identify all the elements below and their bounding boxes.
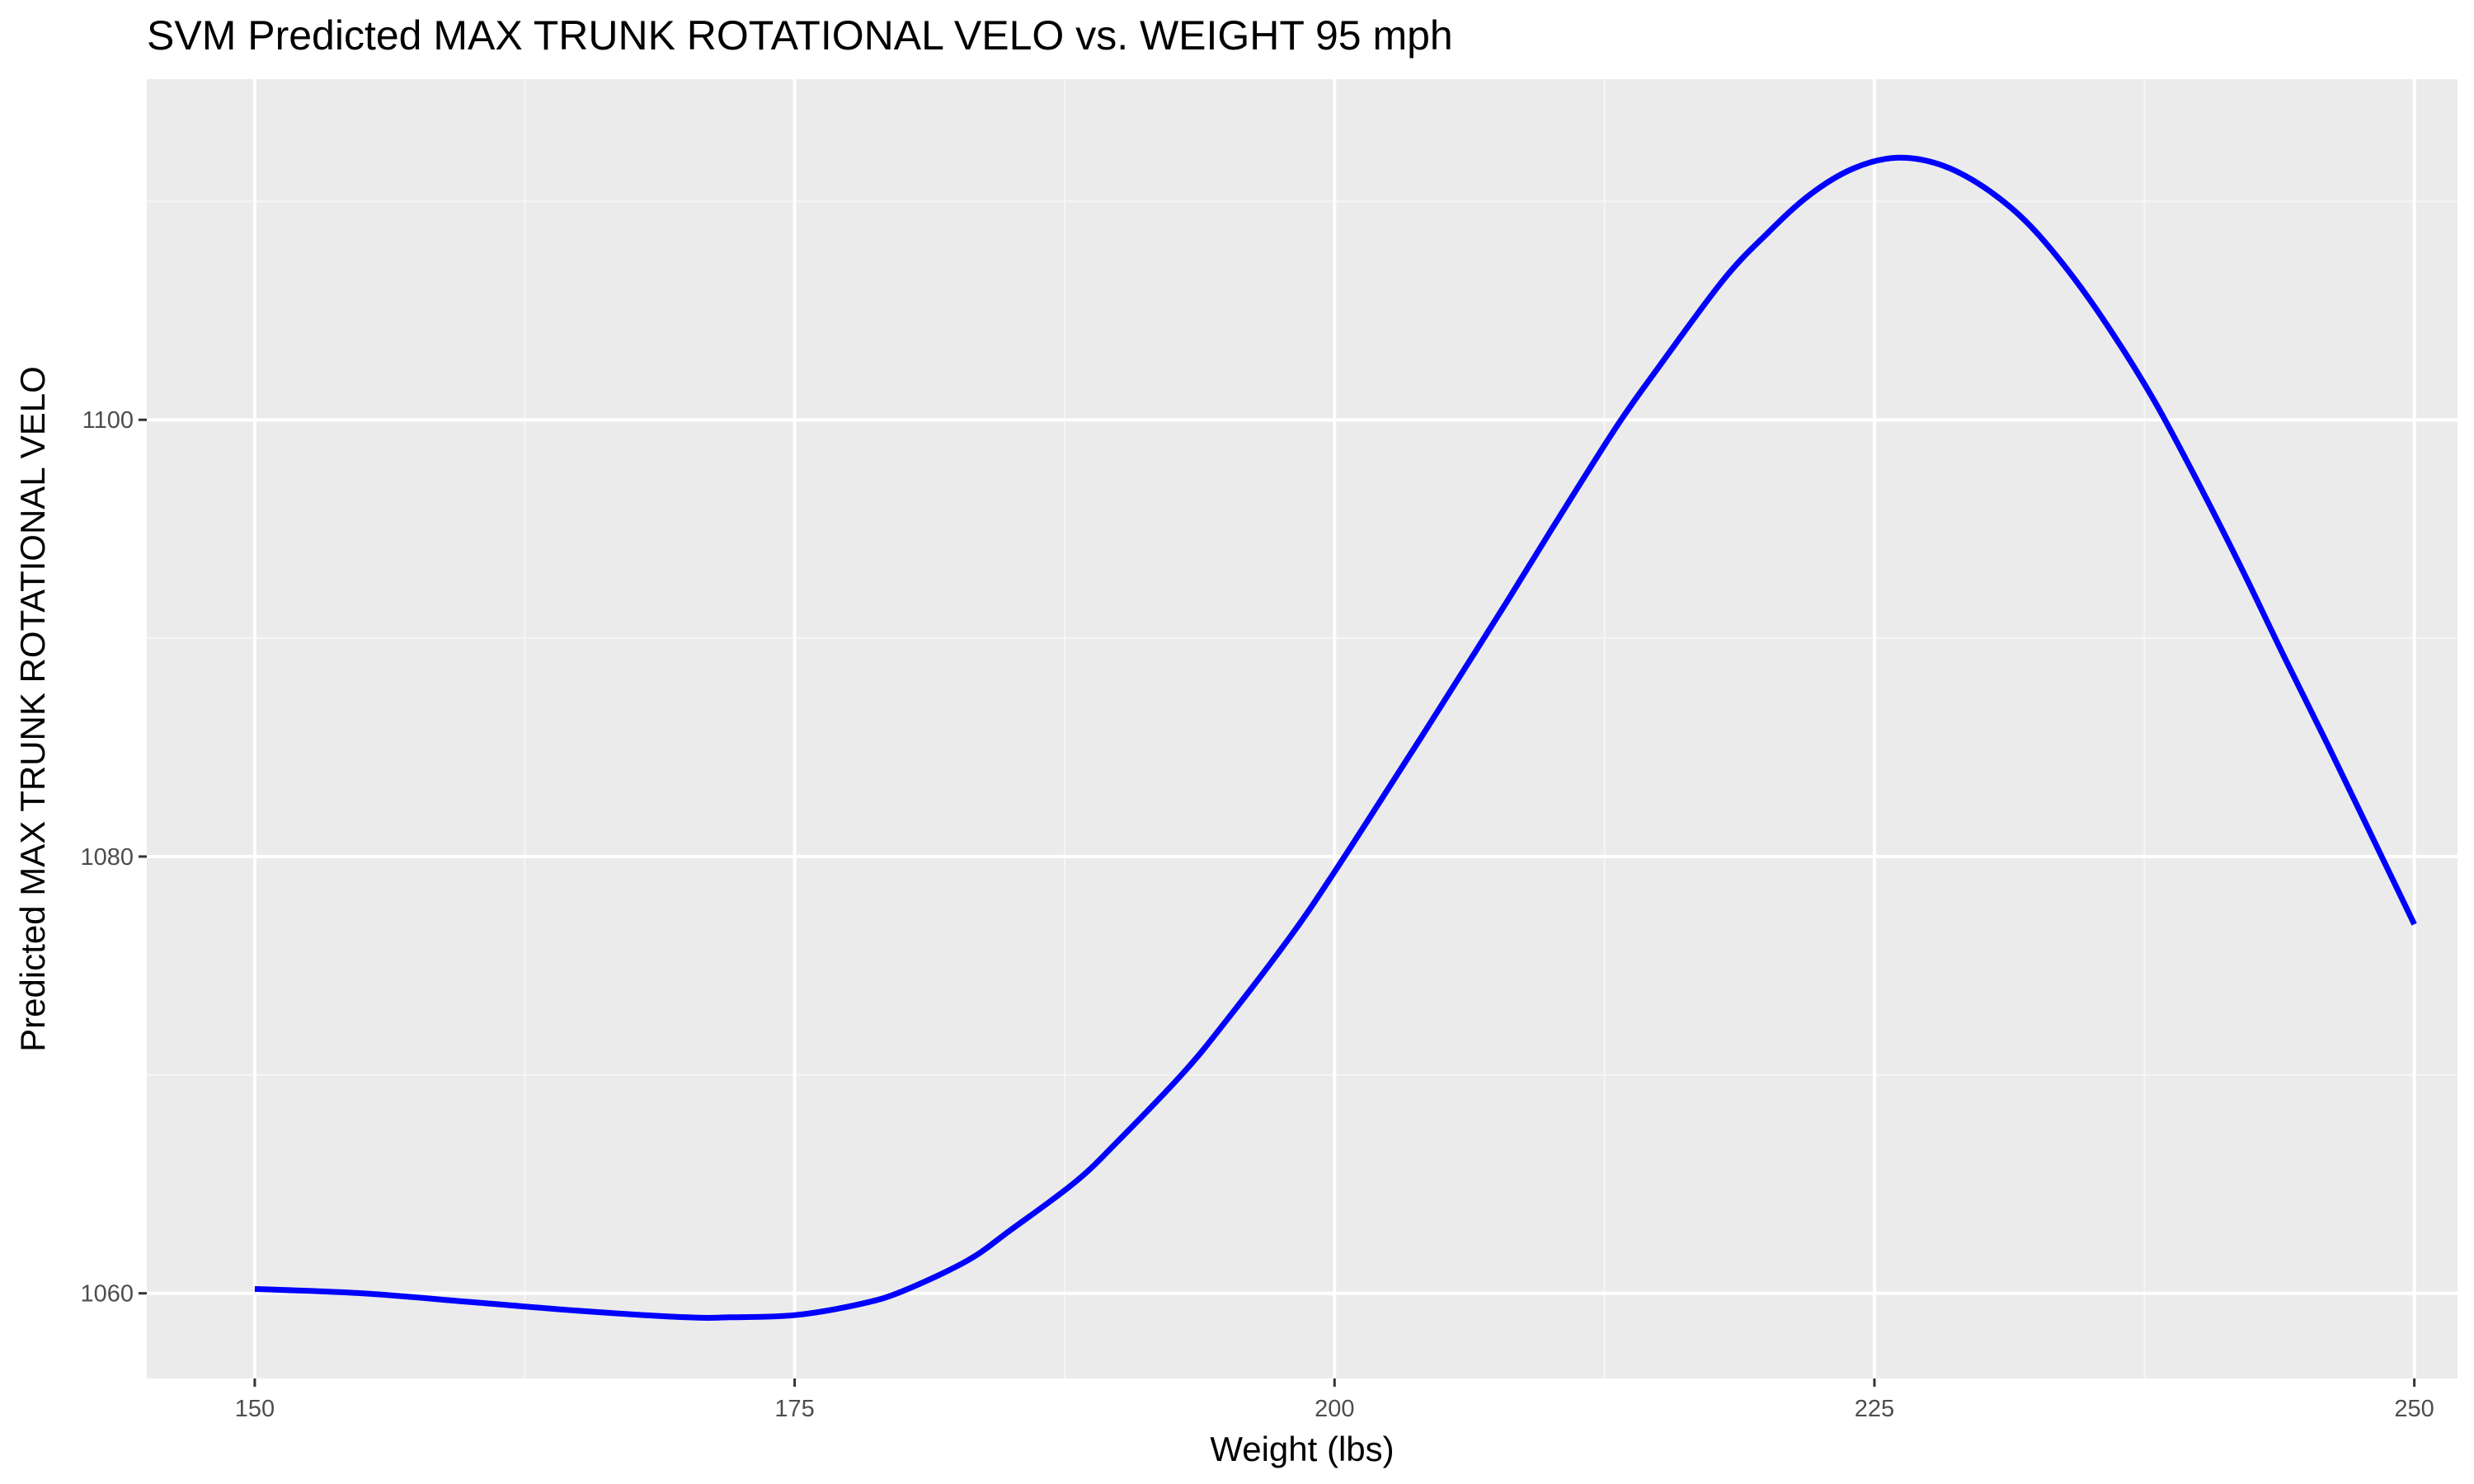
x-tick-label: 175	[774, 1396, 814, 1422]
x-tick-label: 150	[235, 1396, 275, 1422]
x-tick-label: 200	[1315, 1396, 1354, 1422]
plot-panel	[147, 79, 2458, 1378]
x-axis-title: Weight (lbs)	[1210, 1430, 1394, 1468]
chart-title: SVM Predicted MAX TRUNK ROTATIONAL VELO …	[147, 12, 1453, 59]
series-line	[254, 154, 2417, 1322]
y-tick-label: 1080	[80, 844, 134, 871]
y-tick-label: 1100	[82, 407, 134, 434]
y-axis: 1060 1080 1100	[80, 407, 147, 1308]
x-tick-label: 250	[2394, 1396, 2434, 1422]
y-axis-title: Predicted MAX TRUNK ROTATIONAL VELO	[13, 366, 52, 1052]
x-axis: 150 175 200 225 250	[235, 1378, 2434, 1422]
y-tick-label: 1060	[80, 1281, 134, 1308]
panel-background	[147, 79, 2458, 1378]
x-tick-label: 225	[1855, 1396, 1894, 1422]
